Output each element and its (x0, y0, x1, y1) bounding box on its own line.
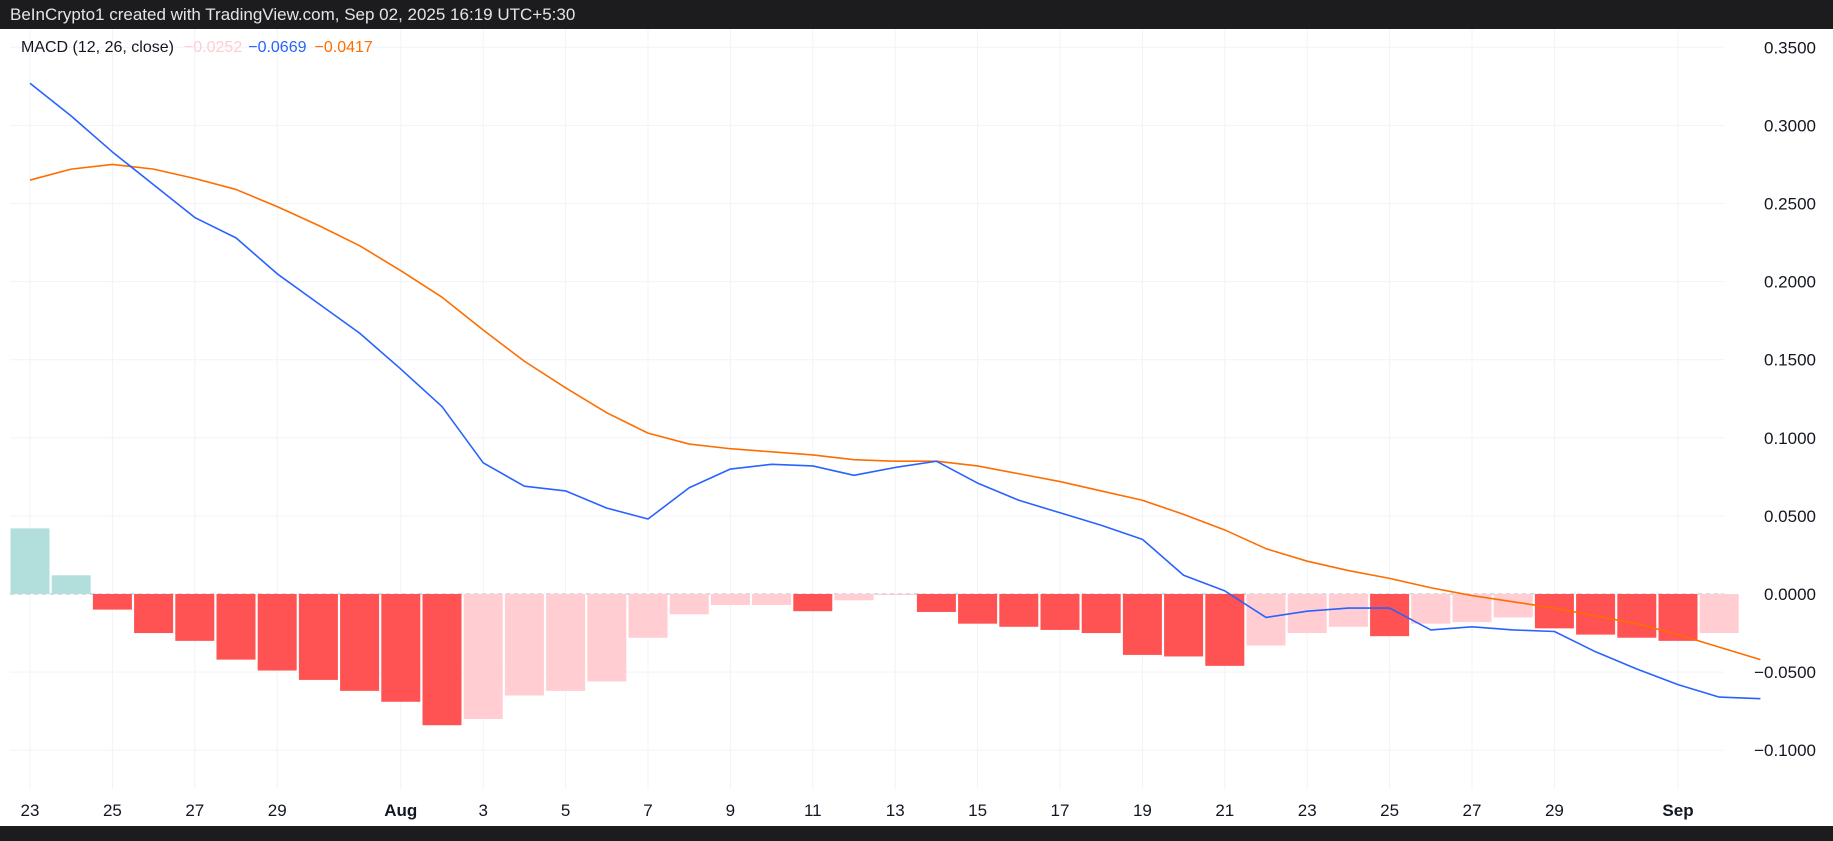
indicator-lines (29, 82, 1761, 700)
histogram-bar (257, 594, 297, 671)
histogram-bar (422, 594, 462, 726)
y-tick-label: 0.0000 (1764, 585, 1816, 604)
histogram-bar (381, 594, 421, 702)
x-axis-labels: 23 25 27 29 Aug 3 5 7 9 11 13 15 17 19 21 23 25 27 29 Sep (21, 801, 1694, 820)
x-tick-label: 25 (1380, 801, 1399, 820)
histogram-bar (51, 575, 91, 594)
histogram-bar (834, 594, 874, 601)
histogram-bar (1205, 594, 1245, 666)
histogram-bar (1122, 594, 1162, 655)
y-tick-label: 0.2500 (1764, 195, 1816, 214)
y-tick-label: 0.2000 (1764, 273, 1816, 292)
histogram-bar (1576, 594, 1616, 635)
histogram-bar (340, 594, 380, 691)
y-tick-label: 0.1500 (1764, 351, 1816, 370)
caption-text: BeInCrypto1 created with TradingView.com… (10, 4, 576, 24)
histogram-bar (752, 594, 792, 605)
legend-histogram-value: −0.0252 (183, 39, 243, 56)
histogram-bar (463, 594, 503, 719)
x-tick-label: 15 (968, 801, 987, 820)
chart-caption: BeInCrypto1 created with TradingView.com… (0, 0, 1833, 29)
grid-lines (10, 29, 1724, 789)
histogram-bar (587, 594, 627, 682)
histogram-bar (793, 594, 833, 612)
histogram-bar (1617, 594, 1657, 638)
x-tick-label: 29 (268, 801, 287, 820)
x-tick-label: 27 (185, 801, 204, 820)
histogram-bar (669, 594, 709, 615)
histogram-bar (628, 594, 668, 638)
x-tick-label: 23 (1298, 801, 1317, 820)
x-tick-label: 23 (21, 801, 40, 820)
x-tick-label: 13 (886, 801, 905, 820)
y-axis-labels: 0.3500 0.3000 0.2500 0.2000 0.1500 0.1000 0.05… (1754, 38, 1816, 760)
histogram-bar (916, 594, 956, 612)
bottom-frame (0, 826, 1833, 841)
x-tick-label: Aug (384, 801, 417, 820)
y-tick-label: 0.1000 (1764, 429, 1816, 448)
x-tick-label: 3 (478, 801, 487, 820)
histogram-bar (1328, 594, 1368, 627)
histogram-bar (504, 594, 544, 696)
macd-chart: 0.3500 0.3000 0.2500 0.2000 0.1500 0.1000 0.05… (10, 29, 1816, 820)
histogram-bar (1411, 594, 1451, 624)
x-tick-label: 21 (1215, 801, 1234, 820)
indicator-legend: MACD (12, 26, close) −0.0252 −0.0669 −0.… (21, 39, 373, 57)
x-tick-label: 7 (643, 801, 652, 820)
histogram-bar (1493, 594, 1533, 618)
x-tick-label: 5 (561, 801, 570, 820)
histogram-bar (134, 594, 174, 634)
x-tick-label: 29 (1545, 801, 1564, 820)
y-tick-label: 0.0500 (1764, 507, 1816, 526)
histogram-bar (1699, 594, 1739, 634)
x-tick-label: 17 (1051, 801, 1070, 820)
chart-panel: 0.3500 0.3000 0.2500 0.2000 0.1500 0.1000 0.05… (0, 29, 1833, 826)
histogram-bar (710, 594, 750, 605)
histogram-bar (1081, 594, 1121, 634)
histogram-bar (1658, 594, 1698, 641)
histogram-bar (999, 594, 1039, 627)
histogram-bar (958, 594, 998, 624)
histogram-bar (1164, 594, 1204, 657)
macd-line (29, 82, 1761, 700)
histogram-bar (1452, 594, 1492, 623)
x-tick-label: 27 (1463, 801, 1482, 820)
y-tick-label: 0.3000 (1764, 116, 1816, 135)
histogram-bar (1040, 594, 1080, 630)
legend-macd-value: −0.0669 (248, 39, 307, 56)
x-tick-label: 25 (103, 801, 122, 820)
histogram-bar (1246, 594, 1286, 646)
histogram-bar (175, 594, 215, 641)
x-tick-label: 9 (726, 801, 735, 820)
x-tick-label: 11 (804, 801, 822, 820)
x-tick-label: 19 (1133, 801, 1152, 820)
histogram-bars (10, 528, 1739, 726)
legend-indicator-name: MACD (12, 26, close) (21, 39, 174, 56)
legend-signal-value: −0.0417 (314, 39, 373, 56)
y-tick-label: 0.3500 (1764, 38, 1816, 57)
histogram-bar (298, 594, 338, 680)
y-tick-label: −0.1000 (1754, 741, 1816, 760)
signal-line (29, 163, 1761, 661)
histogram-bar (216, 594, 256, 660)
y-tick-label: −0.0500 (1754, 663, 1816, 682)
histogram-bar (875, 594, 915, 595)
histogram-bar (10, 528, 50, 594)
histogram-bar (546, 594, 586, 691)
histogram-bar (92, 594, 132, 610)
x-tick-label: Sep (1662, 801, 1693, 820)
